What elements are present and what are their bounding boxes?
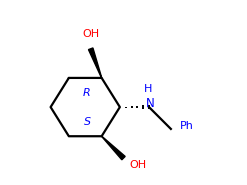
Text: Ph: Ph bbox=[180, 121, 194, 131]
Text: R: R bbox=[83, 88, 91, 97]
Text: OH: OH bbox=[82, 29, 99, 39]
Polygon shape bbox=[88, 48, 102, 78]
Text: OH: OH bbox=[129, 160, 146, 170]
Text: H: H bbox=[144, 84, 152, 94]
Text: S: S bbox=[83, 117, 91, 127]
Text: N: N bbox=[145, 97, 154, 110]
Polygon shape bbox=[102, 136, 125, 160]
